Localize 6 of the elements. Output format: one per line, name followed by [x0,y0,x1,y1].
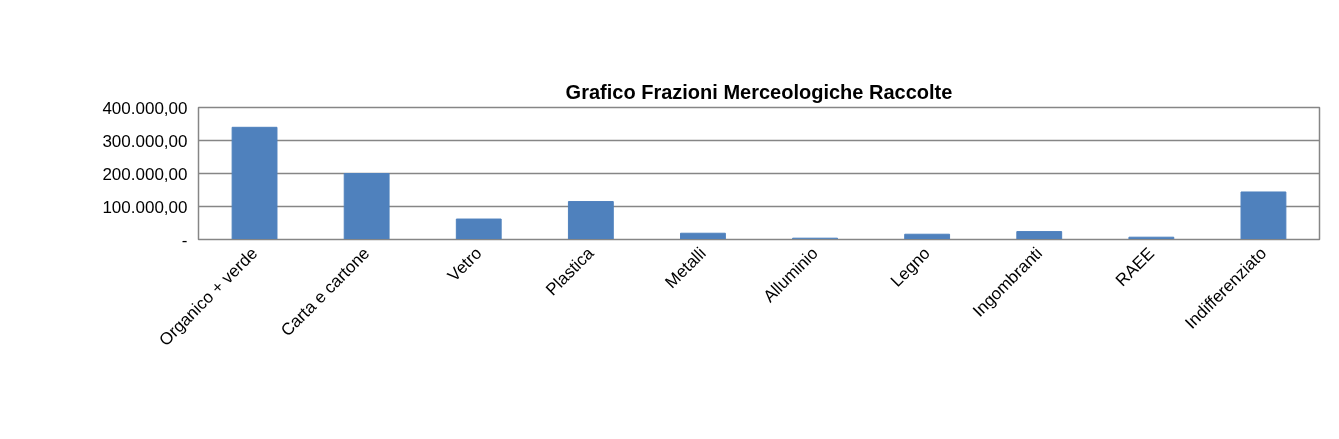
y-tick-label: 100.000,00 [102,197,188,217]
y-tick-label: 300.000,00 [102,131,188,151]
y-tick-label: - [181,230,188,250]
y-tick-label: 400.000,00 [102,98,188,118]
y-tick-label: 200.000,00 [102,164,188,184]
chart-title: Grafico Frazioni Merceologiche Raccolte [565,80,953,103]
